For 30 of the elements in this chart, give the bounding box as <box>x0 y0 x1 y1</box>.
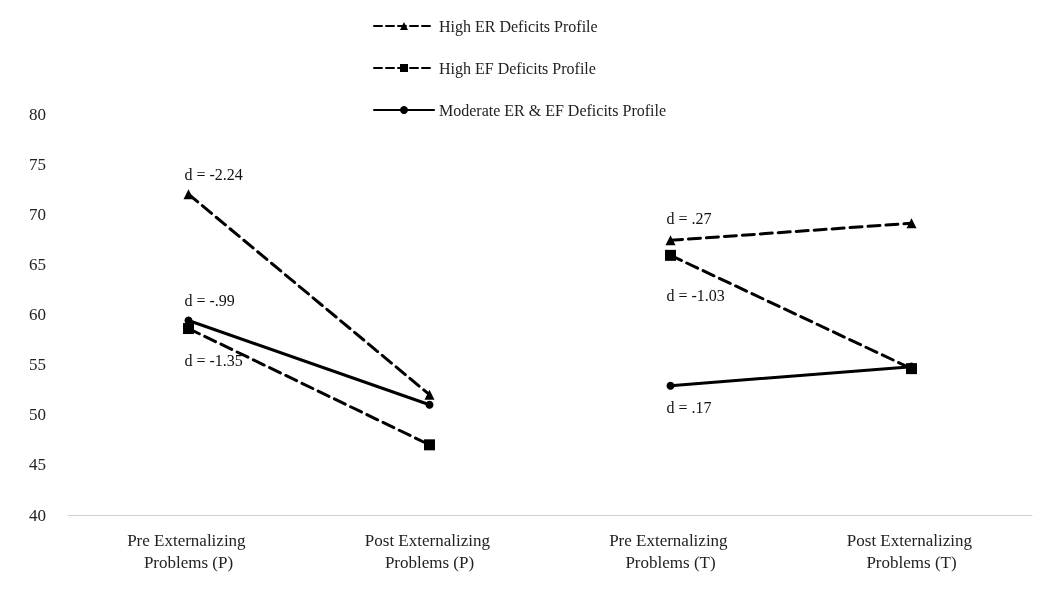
legend-label: Moderate ER & EF Deficits Profile <box>439 101 667 119</box>
point <box>424 389 435 400</box>
y-tick-label: 70 <box>29 204 46 224</box>
point <box>665 249 676 261</box>
point <box>424 439 435 451</box>
annotation: d = .27 <box>666 209 712 227</box>
x-tick-label: Pre Externalizing Problems (T) <box>609 530 732 572</box>
y-tick-label: 60 <box>29 305 46 324</box>
point <box>183 323 194 335</box>
point <box>183 189 194 200</box>
y-tick-label: 45 <box>29 455 46 475</box>
y-tick-label: 65 <box>29 254 46 274</box>
annotation: d = .17 <box>666 399 712 417</box>
y-tick-label: 40 <box>29 505 46 525</box>
x-tick-label: Pre Externalizing Problems (P) <box>127 530 250 572</box>
y-tick-label: 50 <box>29 405 46 425</box>
legend-label: High EF Deficits Profile <box>439 59 596 78</box>
annotation: d = -.99 <box>184 292 235 310</box>
x-tick-label: Post Externalizing Problems (T) <box>846 530 977 572</box>
x-tick-label: Post Externalizing Problems (P) <box>364 530 495 572</box>
y-tick-label: 55 <box>29 355 46 375</box>
y-tick-label: 80 <box>29 104 46 124</box>
annotation: d = -1.35 <box>184 352 243 370</box>
annotation: d = -1.03 <box>666 286 725 304</box>
point <box>425 400 434 409</box>
legend-label: High ER Deficits Profile <box>439 17 598 36</box>
y-tick-label: 75 <box>29 154 46 174</box>
annotation: d = -2.24 <box>184 165 243 183</box>
point <box>666 381 675 390</box>
point <box>184 316 193 325</box>
